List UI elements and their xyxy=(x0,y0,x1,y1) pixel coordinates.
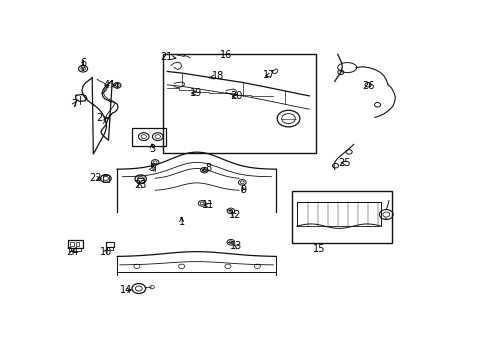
Circle shape xyxy=(374,103,380,107)
Text: 18: 18 xyxy=(209,72,224,81)
Bar xyxy=(69,248,81,251)
Bar xyxy=(292,191,391,243)
Text: 3: 3 xyxy=(149,144,155,153)
Bar xyxy=(137,177,144,183)
Text: 20: 20 xyxy=(229,91,242,102)
Text: 24: 24 xyxy=(66,247,79,257)
Circle shape xyxy=(346,150,351,154)
Text: 4: 4 xyxy=(103,80,115,90)
Text: 19: 19 xyxy=(189,88,202,98)
Bar xyxy=(68,240,83,248)
Bar xyxy=(70,242,74,246)
Bar xyxy=(106,247,113,250)
Text: 8: 8 xyxy=(202,163,211,174)
Text: 22: 22 xyxy=(90,174,102,184)
Text: 6: 6 xyxy=(80,58,86,71)
Text: 26: 26 xyxy=(361,81,373,91)
Text: 15: 15 xyxy=(312,244,325,254)
Text: 14: 14 xyxy=(120,285,132,296)
Bar xyxy=(75,242,79,246)
Circle shape xyxy=(337,70,343,75)
Text: 9: 9 xyxy=(240,185,245,194)
Text: 7: 7 xyxy=(71,99,78,109)
Text: 11: 11 xyxy=(202,201,214,210)
Text: 17: 17 xyxy=(263,70,275,80)
Bar xyxy=(132,128,165,146)
Text: 21: 21 xyxy=(160,51,176,62)
Text: 12: 12 xyxy=(228,210,241,220)
Bar xyxy=(105,242,114,247)
Text: 1: 1 xyxy=(178,217,184,227)
Text: 16: 16 xyxy=(220,50,232,60)
Text: 23: 23 xyxy=(134,180,146,190)
Text: 2: 2 xyxy=(96,113,108,123)
Circle shape xyxy=(332,163,338,168)
Text: 10: 10 xyxy=(100,247,112,257)
Circle shape xyxy=(365,82,370,87)
Text: 13: 13 xyxy=(230,241,242,251)
Text: 5: 5 xyxy=(149,163,155,174)
Text: 25: 25 xyxy=(338,158,350,168)
Bar xyxy=(102,175,109,182)
Bar xyxy=(163,54,315,153)
